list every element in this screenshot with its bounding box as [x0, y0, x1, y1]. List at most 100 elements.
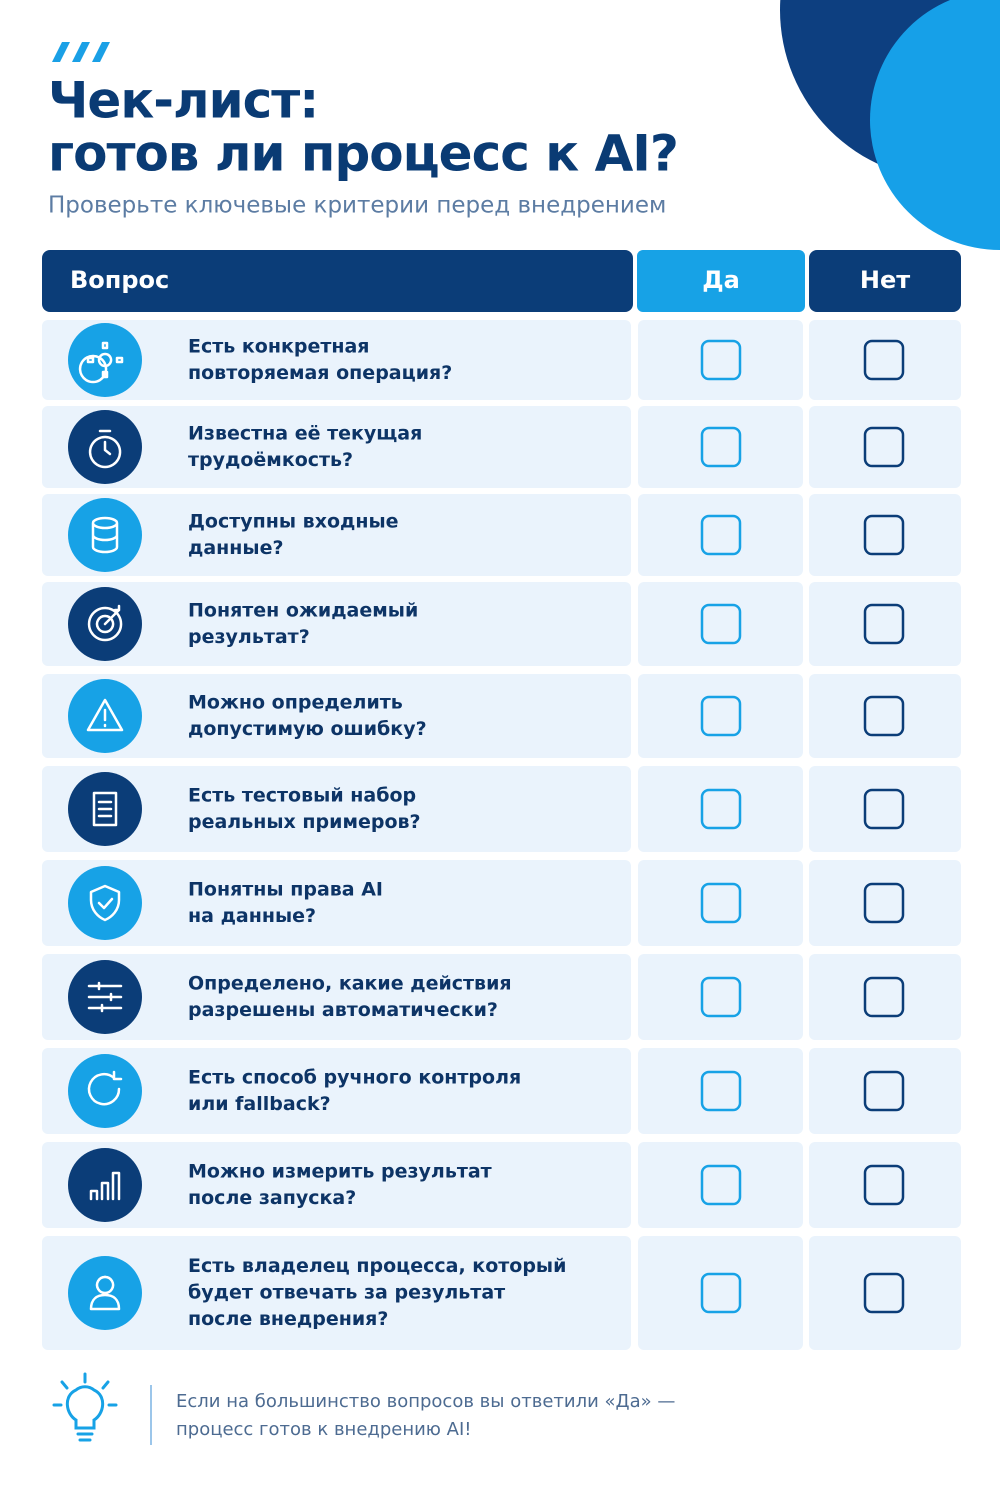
header-cell — [809, 250, 961, 312]
checkbox-yes[interactable] — [700, 1272, 742, 1314]
yes-cell — [638, 582, 803, 666]
no-cell — [809, 1236, 961, 1350]
icon — [88, 429, 122, 469]
question-text: Есть конкретная — [188, 335, 370, 357]
no-cell — [809, 674, 961, 758]
question-text: Доступны входные — [188, 510, 399, 532]
table-row: Есть способ ручного контроля или fallback… — [42, 1048, 961, 1134]
title: готов ли процесс к AI? — [48, 125, 678, 183]
checkbox-yes[interactable] — [700, 788, 742, 830]
table-row: Определено, какие действия разрешены авто… — [42, 954, 961, 1040]
question-cell — [42, 1236, 631, 1350]
yes-cell — [638, 320, 803, 400]
question-cell — [42, 1142, 631, 1228]
table-row: Можно определить допустимую ошибку? — [42, 674, 961, 758]
question-cell — [42, 954, 631, 1040]
question-text: повторяемая операция? — [188, 362, 452, 384]
checkbox-yes[interactable] — [700, 426, 742, 468]
icon — [92, 791, 118, 827]
checkbox-yes[interactable] — [700, 514, 742, 556]
footer-note: Если на большинство вопросов вы ответили… — [176, 1391, 675, 1412]
question-text: Можно измерить результат — [188, 1160, 492, 1182]
icon — [87, 604, 123, 642]
blob-light — [870, 0, 1000, 250]
logo — [52, 42, 110, 62]
yes-cell — [638, 1236, 803, 1350]
icon — [89, 1275, 121, 1311]
checkbox-no[interactable] — [863, 1272, 905, 1314]
question-text: Есть тестовый набор — [188, 784, 416, 806]
no-cell — [809, 1048, 961, 1134]
no-cell — [809, 406, 961, 488]
column-header: Вопрос — [70, 266, 169, 294]
checkbox-yes[interactable] — [700, 976, 742, 1018]
question-text: Есть владелец процесса, который — [188, 1255, 566, 1277]
checkbox-yes[interactable] — [700, 1164, 742, 1206]
icon — [87, 981, 123, 1013]
checkbox-yes[interactable] — [700, 882, 742, 924]
checkbox-no[interactable] — [863, 339, 905, 381]
icon-circle — [68, 1054, 142, 1128]
checkbox-no[interactable] — [863, 976, 905, 1018]
checkbox-yes[interactable] — [700, 1070, 742, 1112]
question-text: Известна её текущая — [188, 422, 422, 444]
table-row: Можно измерить результат после запуска? — [42, 1142, 961, 1228]
checkbox-yes[interactable] — [700, 695, 742, 737]
icon-circle — [68, 1148, 142, 1222]
header-cell — [637, 250, 805, 312]
question-cell — [42, 406, 631, 488]
checkbox-yes[interactable] — [700, 339, 742, 381]
question-text: Есть способ ручного контроля — [188, 1066, 521, 1088]
question-text: Можно определить — [188, 691, 403, 713]
yes-cell — [638, 766, 803, 852]
checkbox-no[interactable] — [863, 1164, 905, 1206]
table-row: Известна её текущая трудоёмкость? — [42, 406, 961, 488]
no-cell — [809, 494, 961, 576]
table-row: Есть конкретная повторяемая операция? — [42, 320, 961, 400]
no-cell — [809, 860, 961, 946]
column-header: Нет — [860, 266, 910, 294]
checkbox-no[interactable] — [863, 426, 905, 468]
checkbox-no[interactable] — [863, 1070, 905, 1112]
table-row: Понятны права AI на данные? — [42, 860, 961, 946]
no-cell — [809, 582, 961, 666]
icon — [89, 884, 121, 922]
yes-cell — [638, 860, 803, 946]
table-row: Доступны входные данные? — [42, 494, 961, 576]
question-text: или fallback? — [188, 1093, 331, 1115]
checkbox-no[interactable] — [863, 514, 905, 556]
yes-cell — [638, 494, 803, 576]
table-row: Есть владелец процесса, который будет отв… — [42, 1236, 961, 1350]
icon — [78, 341, 124, 384]
no-cell — [809, 954, 961, 1040]
checkbox-no[interactable] — [863, 788, 905, 830]
icon — [89, 1171, 121, 1201]
title: Чек-лист: — [48, 72, 318, 130]
question-text: Понятен ожидаемый — [188, 599, 418, 621]
table-row: Понятен ожидаемый результат? — [42, 582, 961, 666]
question-cell — [42, 674, 631, 758]
question-text: Определено, какие действия — [188, 972, 512, 994]
question-cell — [42, 494, 631, 576]
question-text: Понятны права AI — [188, 878, 383, 900]
table-row: Есть тестовый набор реальных примеров? — [42, 766, 961, 852]
checkbox-no[interactable] — [863, 882, 905, 924]
subtitle: Проверьте ключевые критерии перед внедре… — [48, 193, 666, 219]
checkbox-no[interactable] — [863, 695, 905, 737]
yes-cell — [638, 954, 803, 1040]
icon-circle — [68, 323, 142, 397]
question-text: после запуска? — [188, 1187, 356, 1209]
no-cell — [809, 766, 961, 852]
icon-circle — [68, 866, 142, 940]
header-cell — [42, 250, 633, 312]
footer-note: процесс готов к внедрению AI! — [176, 1419, 472, 1440]
column-header: Да — [702, 266, 740, 294]
question-text: трудоёмкость? — [188, 449, 353, 471]
checkbox-no[interactable] — [863, 603, 905, 645]
question-cell — [42, 582, 631, 666]
checkbox-yes[interactable] — [700, 603, 742, 645]
no-cell — [809, 320, 961, 400]
question-text: после внедрения? — [188, 1308, 388, 1330]
no-cell — [809, 1142, 961, 1228]
